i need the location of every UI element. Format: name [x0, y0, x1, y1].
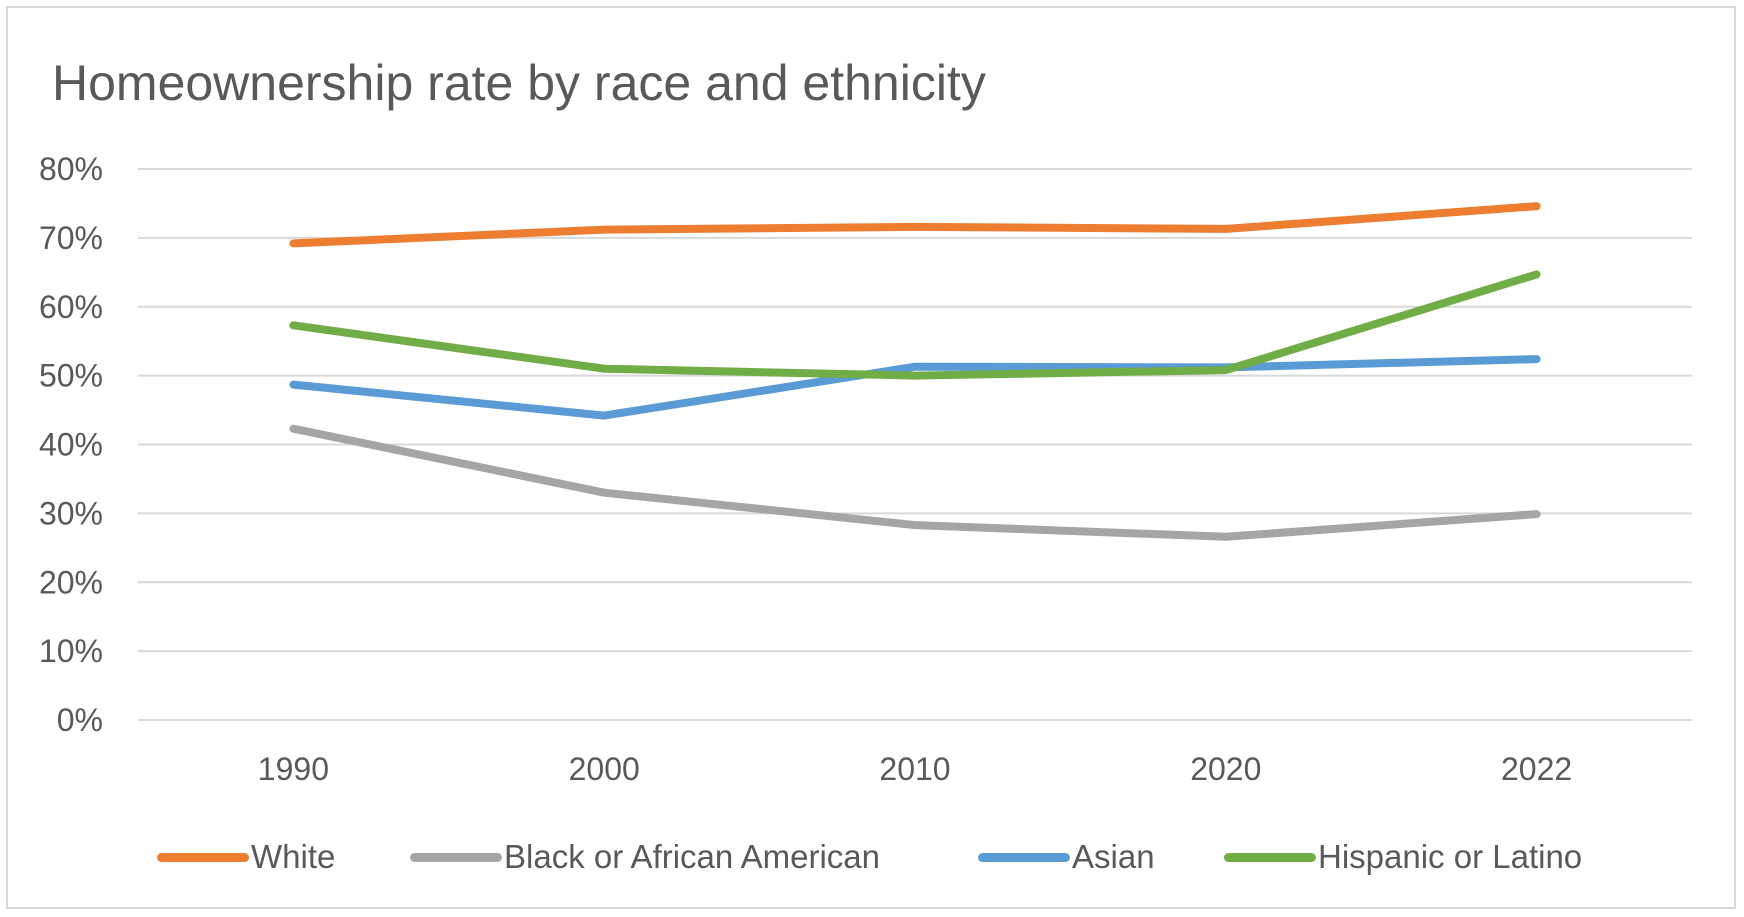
legend-label-white: White	[251, 838, 336, 875]
y-axis-tick-labels: 0% 10% 20% 30% 40% 50% 60% 70% 80%	[39, 151, 103, 738]
y-tick-label: 80%	[39, 151, 103, 187]
y-tick-label: 50%	[39, 358, 103, 394]
legend-swatch-black	[410, 852, 502, 862]
legend-swatch-white	[157, 852, 249, 862]
legend-item-black: Black or African American	[410, 832, 880, 882]
y-tick-label: 40%	[39, 427, 103, 463]
legend-item-white: White	[157, 832, 335, 882]
series-line-asian	[289, 355, 1541, 420]
y-tick-label: 0%	[57, 702, 103, 738]
chart-frame	[6, 6, 1736, 909]
legend-label-hispanic: Hispanic or Latino	[1318, 838, 1583, 875]
legend-item-asian: Asian	[978, 832, 1155, 882]
legend-label-asian: Asian	[1072, 838, 1155, 875]
y-tick-label: 20%	[39, 564, 103, 600]
chart-title: Homeownership rate by race and ethnicity	[52, 55, 986, 111]
series-lines	[289, 202, 1541, 541]
y-tick-label: 70%	[39, 220, 103, 256]
series-line-hispanic-or-latino	[289, 270, 1541, 380]
x-axis-tick-labels: 1990 2000 2010 2020 2022	[258, 751, 1572, 787]
legend-label-black: Black or African American	[504, 838, 880, 875]
series-line-white	[289, 202, 1541, 248]
x-tick-label: 2022	[1501, 751, 1572, 787]
x-tick-label: 2010	[879, 751, 950, 787]
series-line-black-or-african-american	[289, 424, 1541, 541]
legend-swatch-asian	[978, 852, 1070, 862]
y-tick-label: 60%	[39, 289, 103, 325]
x-tick-label: 2000	[569, 751, 640, 787]
y-tick-label: 10%	[39, 633, 103, 669]
legend-swatch-hispanic	[1224, 852, 1316, 862]
x-tick-label: 2020	[1190, 751, 1261, 787]
legend-item-hispanic: Hispanic or Latino	[1224, 832, 1582, 882]
legend: White Black or African American Asian Hi…	[0, 832, 1744, 882]
y-tick-label: 30%	[39, 495, 103, 531]
x-tick-label: 1990	[258, 751, 329, 787]
